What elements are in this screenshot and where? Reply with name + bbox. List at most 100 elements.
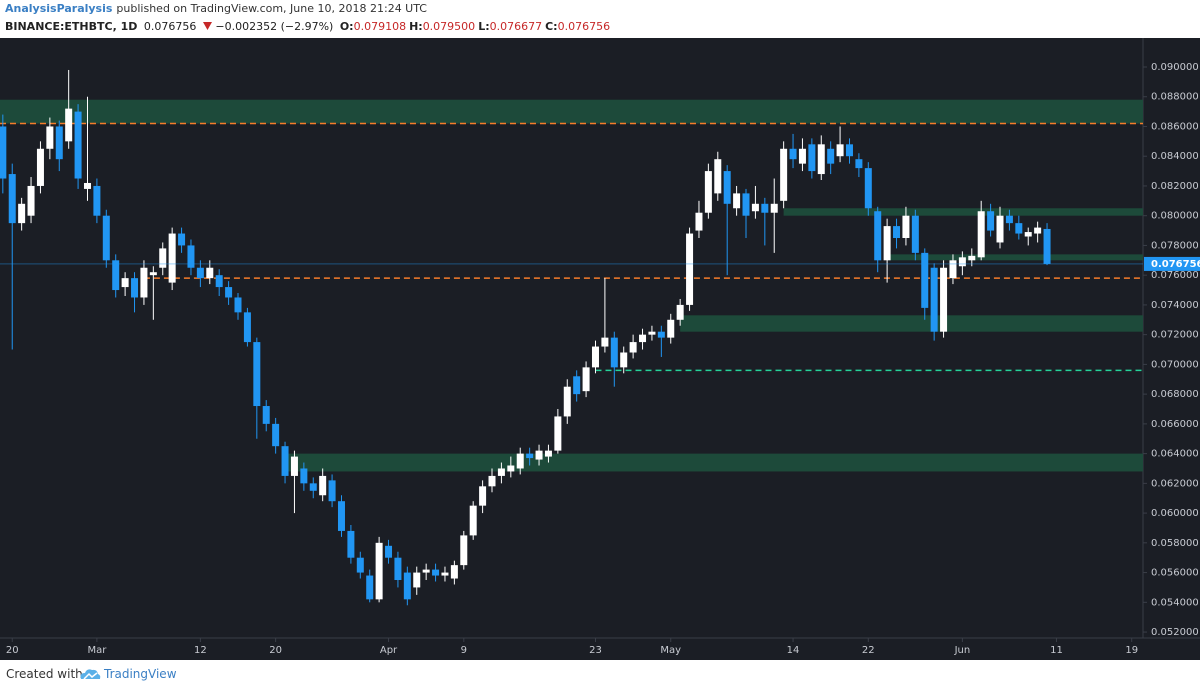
chart-background — [0, 38, 1200, 660]
candle-body — [319, 475, 327, 496]
x-tick-label: Apr — [380, 645, 398, 656]
candle-body — [290, 456, 298, 476]
ohlc-label: C: — [545, 20, 558, 33]
candle-body — [921, 252, 929, 308]
ohlc-label: H: — [409, 20, 423, 33]
candle-body — [309, 483, 317, 491]
change: −0.002352 (−2.97%) — [215, 20, 334, 33]
zone — [680, 315, 1143, 332]
candle-body — [206, 267, 214, 279]
last: 0.076756 — [143, 20, 197, 33]
candle-body — [102, 215, 110, 261]
y-tick-label: 0.054000 — [1151, 597, 1199, 608]
candle-body — [686, 233, 694, 305]
y-tick-label: 0.060000 — [1151, 508, 1199, 519]
candle-body — [573, 376, 581, 395]
candle-body — [620, 352, 628, 368]
candle-body — [808, 144, 816, 172]
zone — [783, 208, 1143, 216]
candle-body — [36, 148, 44, 186]
candle-body — [394, 557, 402, 581]
candle-body — [149, 272, 157, 276]
candle-body — [1015, 223, 1023, 234]
candle-body — [450, 565, 458, 579]
ohlc-value: 0.076756 — [557, 20, 611, 33]
ohlc-value: 0.076677 — [489, 20, 543, 33]
published: published on TradingView.com, June 10, 2… — [116, 2, 427, 15]
candle-body — [83, 182, 91, 189]
zone — [285, 453, 1143, 472]
ohlc-label: O: — [339, 20, 354, 33]
x-tick-label: 20 — [6, 645, 19, 656]
candle-body — [695, 212, 703, 231]
candle-body — [488, 475, 496, 487]
candle-body — [789, 148, 797, 160]
candle-body — [385, 545, 393, 558]
candle-body — [780, 148, 788, 201]
candle-body — [168, 233, 176, 283]
candle-body — [225, 287, 233, 298]
candle-body — [526, 453, 534, 459]
candle-body — [827, 148, 835, 164]
candle-body — [704, 171, 712, 213]
candle-body — [657, 331, 665, 338]
candle-body — [554, 416, 562, 451]
y-tick-label: 0.066000 — [1151, 419, 1199, 430]
candle-body — [940, 267, 948, 332]
candle-body — [65, 108, 73, 142]
candle-body — [432, 569, 440, 576]
candle-body — [733, 193, 741, 209]
candle-body — [366, 575, 374, 600]
candle-body — [893, 226, 901, 238]
x-tick-label: 12 — [194, 645, 207, 656]
candle-body — [855, 159, 863, 169]
candle-body — [629, 342, 637, 353]
candle-body — [817, 144, 825, 175]
publish-line: AnalysisParalysis published on TradingVie… — [5, 2, 427, 15]
candle-body — [902, 215, 910, 238]
candle-body — [836, 144, 844, 157]
candle-body — [196, 267, 204, 279]
candle-body — [516, 453, 524, 469]
candle-body — [159, 248, 167, 268]
zone — [0, 99, 1143, 124]
candle-body — [610, 337, 618, 368]
candle-body — [356, 557, 364, 573]
candle-body — [441, 572, 449, 576]
ohlc-label: L: — [478, 20, 490, 33]
y-tick-label: 0.068000 — [1151, 389, 1199, 400]
brand[interactable]: TradingView — [104, 667, 177, 681]
candle-body — [1034, 227, 1042, 234]
candle-body — [723, 171, 731, 204]
candle-body — [958, 257, 966, 267]
symbol: BINANCE:ETHBTC, 1D — [5, 20, 138, 33]
x-tick-label: 22 — [862, 645, 875, 656]
candle-body — [262, 406, 270, 424]
candle-body — [46, 126, 54, 149]
candle-body — [27, 185, 35, 216]
y-tick-label: 0.070000 — [1151, 359, 1199, 370]
ticker-line: BINANCE:ETHBTC, 1D 0.076756 −0.002352 (−… — [5, 20, 616, 33]
chart: 0.052000 0.054000 0.056000 0.058000 0.060000… — [0, 38, 1200, 660]
candle-body — [328, 480, 336, 502]
x-tick-label: 20 — [269, 645, 282, 656]
header: AnalysisParalysis published on TradingVie… — [0, 0, 1200, 38]
candle-body — [582, 367, 590, 392]
candle-body — [761, 203, 769, 213]
candle-body — [977, 211, 985, 258]
candle-body — [300, 468, 308, 484]
y-tick-label: 0.086000 — [1151, 121, 1199, 132]
candle-body — [131, 278, 139, 298]
candle-body — [281, 446, 289, 476]
candle-body — [949, 260, 957, 279]
y-tick-label: 0.058000 — [1151, 538, 1199, 549]
y-tick-label: 0.076000 — [1151, 270, 1199, 281]
author[interactable]: AnalysisParalysis — [5, 2, 113, 15]
candle-body — [714, 159, 722, 194]
x-tick-label: 9 — [461, 645, 467, 656]
candle-body — [845, 144, 853, 157]
candle-body — [1043, 228, 1051, 264]
candle-body — [911, 215, 919, 253]
candle-body — [639, 334, 647, 343]
candle-body — [272, 423, 280, 447]
